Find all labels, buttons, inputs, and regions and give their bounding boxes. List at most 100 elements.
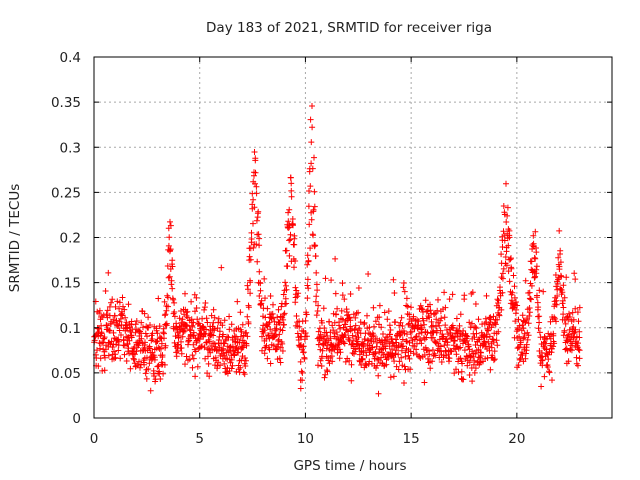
data-point (265, 332, 271, 338)
data-point (243, 329, 250, 336)
data-point (258, 297, 265, 304)
data-point (340, 339, 347, 346)
data-point (522, 350, 529, 357)
data-point (503, 262, 510, 269)
data-point (392, 319, 399, 325)
data-point (237, 364, 244, 371)
data-point (166, 273, 173, 280)
data-point (504, 204, 511, 211)
data-point (261, 350, 268, 357)
data-point (277, 359, 284, 366)
data-point (519, 312, 526, 319)
data-point (381, 309, 388, 316)
data-point (345, 328, 352, 335)
data-point (571, 270, 578, 277)
data-point (167, 247, 174, 254)
data-point (304, 276, 311, 283)
data-point (323, 367, 330, 374)
data-point (132, 321, 139, 328)
data-point (193, 305, 200, 311)
data-point (218, 264, 225, 271)
data-point (457, 355, 464, 362)
data-point (502, 254, 509, 260)
data-point (121, 351, 128, 358)
data-point (507, 256, 514, 263)
data-point (286, 252, 293, 259)
data-point (184, 308, 191, 315)
data-point (457, 311, 464, 318)
data-point (226, 313, 233, 320)
data-point (275, 338, 282, 344)
data-point (280, 291, 287, 298)
data-point (341, 296, 348, 303)
data-point (203, 315, 210, 322)
data-point (553, 318, 559, 325)
data-point (483, 334, 490, 341)
data-point (244, 333, 251, 340)
data-points (91, 103, 583, 397)
data-point (347, 317, 354, 324)
data-point (470, 353, 477, 360)
data-point (366, 324, 373, 331)
data-point (359, 356, 366, 363)
data-point (304, 282, 311, 289)
data-point (247, 256, 254, 263)
data-point (248, 229, 255, 236)
data-point (499, 270, 506, 277)
data-point (310, 232, 317, 239)
data-point (169, 257, 176, 264)
data-point (156, 323, 163, 330)
data-point (235, 349, 242, 356)
y-tick-label: 0.1 (60, 321, 81, 337)
data-point (567, 314, 573, 320)
data-point (170, 296, 177, 303)
data-point (108, 299, 114, 306)
data-point (453, 315, 460, 322)
data-point (429, 358, 436, 365)
data-point (516, 333, 523, 340)
data-point (293, 313, 300, 319)
data-point (503, 219, 510, 225)
data-point (342, 321, 349, 328)
data-point (131, 356, 138, 363)
data-point (339, 280, 346, 287)
data-point (494, 316, 501, 323)
data-point (202, 300, 209, 306)
data-point (434, 307, 441, 314)
data-point (204, 370, 211, 377)
data-point (542, 340, 549, 347)
data-point (483, 292, 490, 299)
data-point (167, 218, 173, 225)
data-point (247, 279, 254, 286)
data-point (512, 318, 519, 325)
data-point (404, 331, 410, 338)
data-point (310, 206, 317, 213)
data-point (515, 316, 522, 323)
data-point (334, 334, 341, 340)
data-point (242, 355, 248, 361)
axis-ticks (93, 56, 612, 419)
data-point (98, 330, 105, 337)
data-point (488, 344, 495, 351)
data-point (292, 258, 299, 264)
data-point (341, 340, 348, 347)
data-point (499, 275, 506, 282)
data-point (216, 328, 223, 335)
data-point (251, 149, 258, 155)
data-point (398, 314, 405, 321)
data-point (245, 320, 252, 327)
data-point (257, 280, 264, 287)
data-point (397, 319, 404, 326)
data-point (395, 351, 402, 358)
data-point (503, 248, 510, 255)
data-point (384, 316, 391, 323)
data-point (171, 299, 178, 306)
data-point (572, 326, 579, 333)
data-point (510, 272, 517, 279)
data-point (337, 325, 344, 332)
data-point (355, 285, 362, 291)
data-point (337, 337, 344, 344)
data-point (297, 358, 304, 365)
data-point (408, 304, 414, 311)
data-point (291, 241, 298, 248)
